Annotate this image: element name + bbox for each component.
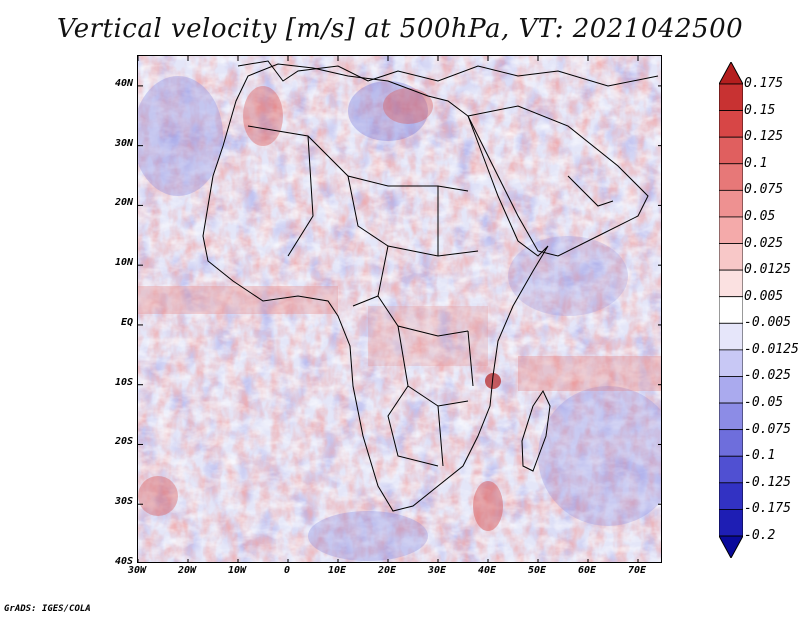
colorbar-bin (719, 189, 743, 218)
colorbar-bin (719, 296, 743, 324)
arabia-outline (467, 105, 649, 257)
colorbar-level-label: -0.025 (744, 368, 791, 384)
colorbar-bin (719, 482, 743, 510)
lon-tick-label: 20E (377, 565, 397, 576)
europe-outline (237, 60, 659, 87)
colorbar-bin (719, 110, 743, 138)
lon-tick-label: 30E (427, 565, 447, 576)
colorbar-level-label: 0.025 (744, 235, 784, 251)
lon-tick-label: 50E (527, 565, 547, 576)
colorbar-level-label: -0.175 (744, 501, 791, 517)
borders (247, 125, 479, 467)
lon-tick-label: 20W (177, 565, 197, 576)
colorbar-level-label: -0.125 (744, 474, 791, 490)
lon-tick-label: 10E (327, 565, 347, 576)
map-field (138, 56, 661, 562)
colorbar-bin (719, 376, 743, 404)
colorbar-bin (719, 136, 743, 165)
colorbar-level-label: -0.1 (744, 448, 776, 464)
colorbar-bin (719, 163, 743, 191)
chart-title: Vertical velocity [m/s] at 500hPa, VT: 2… (56, 14, 744, 44)
colorbar-bin (719, 429, 743, 457)
colorbar-bin (719, 322, 743, 351)
colorbar-bin (719, 349, 743, 377)
africa-coastline (202, 63, 549, 512)
up-triangle-icon (719, 62, 743, 85)
lon-tick-label: 10W (227, 565, 247, 576)
lat-tick-label: 30N (114, 137, 133, 149)
colorbar-level-label: 0.0125 (744, 262, 791, 278)
lat-tick-label: 30S (114, 496, 133, 508)
colorbar-bin (719, 269, 743, 298)
colorbar-level-label: 0.1 (744, 155, 768, 171)
lat-tick-label: 10S (114, 376, 133, 388)
colorbar-bin (719, 243, 743, 271)
colorbar-bin (719, 216, 743, 244)
colorbar-level-label: 0.075 (744, 182, 784, 198)
lat-tick-label: EQ (120, 316, 133, 328)
colorbar-bin (719, 509, 743, 537)
lon-tick-label: 30W (127, 565, 147, 576)
madagascar-outline (521, 389, 551, 472)
map-panel (137, 55, 662, 563)
lon-tick-label: 40E (477, 565, 497, 576)
colorbar-level-label: -0.005 (744, 315, 791, 331)
lat-tick-label: 40N (114, 77, 133, 89)
down-triangle-icon (719, 535, 743, 558)
colorbar-level-label: 0.005 (744, 288, 784, 304)
lon-tick-label: 0 (283, 565, 291, 576)
colorbar (719, 62, 743, 558)
colorbar-level-label: 0.05 (744, 208, 776, 224)
colorbar-bin (719, 402, 743, 431)
colorbar-level-label: 0.125 (744, 129, 784, 145)
lon-tick-label: 60E (577, 565, 597, 576)
colorbar-level-label: 0.175 (744, 76, 784, 91)
lon-tick-label: 70E (627, 565, 647, 576)
colorbar-level-label: -0.05 (744, 395, 784, 411)
colorbar-level-label: -0.075 (744, 421, 791, 437)
colorbar-bin (719, 83, 743, 111)
colorbar-level-label: 0.15 (744, 102, 776, 118)
persian-gulf (567, 175, 614, 207)
colorbar-bin (719, 455, 743, 484)
lat-tick-label: 40S (114, 556, 133, 567)
colorbar-level-label: -0.0125 (744, 341, 799, 357)
lat-tick-label: 10N (114, 257, 133, 269)
colorbar-level-label: -0.2 (744, 528, 776, 543)
lat-tick-label: 20N (114, 197, 133, 209)
lat-tick-label: 20S (114, 436, 133, 448)
credit-text: GrADS: IGES/COLA (4, 604, 91, 614)
